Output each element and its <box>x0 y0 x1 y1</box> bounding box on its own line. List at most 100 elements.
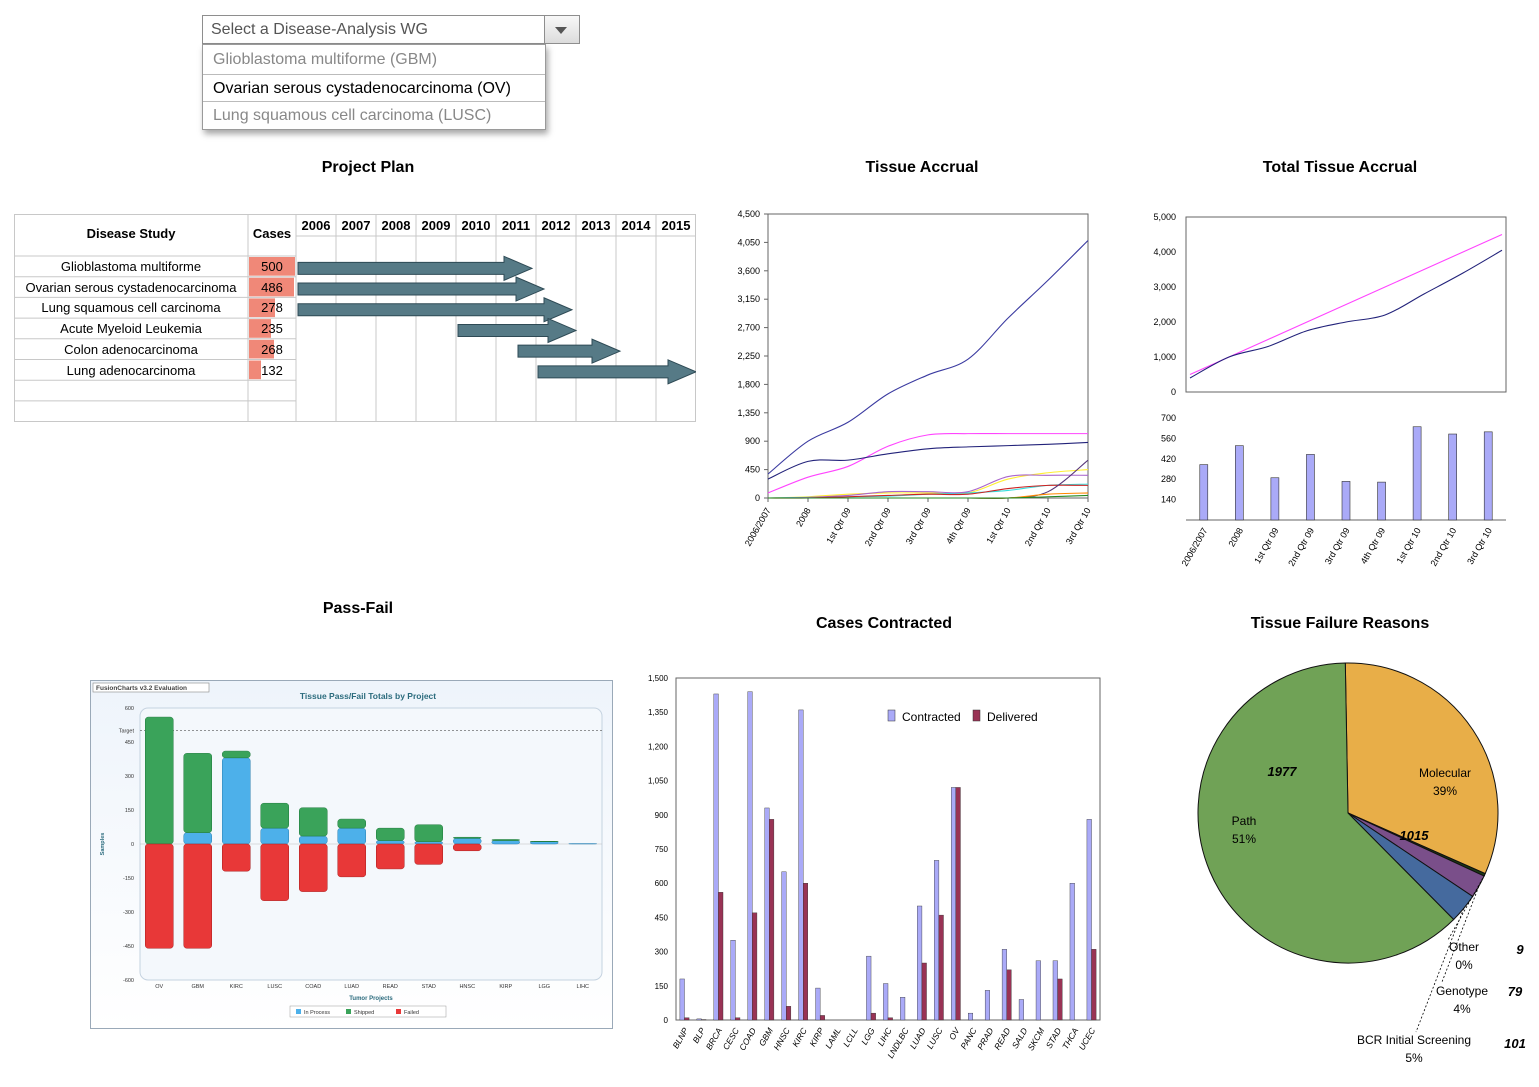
y-tick-label: -300 <box>123 910 134 916</box>
disease-study-cell: Ovarian serous cystadenocarcinoma <box>25 279 237 295</box>
select-placeholder: Select a Disease-Analysis WG <box>211 21 428 38</box>
delivered-bar <box>955 787 961 1021</box>
slice-value: 9 <box>1516 942 1524 957</box>
x-tick-label: 2nd Qtr 09 <box>863 506 893 548</box>
in-process-bar <box>491 840 520 845</box>
y-tick-label: 300 <box>655 948 669 957</box>
x-axis-label: Tumor Projects <box>349 996 393 1002</box>
shipped-bar <box>453 836 482 839</box>
delivered-bar <box>887 1017 893 1021</box>
year-header: 2006 <box>301 218 331 233</box>
project-plan-table: Disease Study Cases 2006 2007 2008 2009 2010 20… <box>14 214 696 422</box>
dropdown-toggle-button[interactable] <box>544 16 579 43</box>
contracted-bar <box>815 987 821 1021</box>
timeline-arrow <box>537 359 696 385</box>
accrual-bar <box>1235 445 1244 521</box>
timeline-arrow <box>457 317 578 344</box>
contracted-bar <box>730 940 736 1021</box>
contracted-bar <box>1035 960 1041 1021</box>
x-tick-label: 3rd Qtr 09 <box>904 506 933 546</box>
option-gbm[interactable]: Glioblastoma multiforme (GBM) <box>213 51 438 68</box>
contracted-bar <box>1018 999 1024 1021</box>
shipped-bar <box>222 750 251 759</box>
y-tick-label: 5,000 <box>1153 212 1176 222</box>
shipped-bar <box>145 716 174 845</box>
slice-label: Molecular <box>1419 766 1471 780</box>
x-tick-label: GBM <box>191 984 204 990</box>
y-tick-label: 700 <box>1161 413 1176 423</box>
contracted-bar <box>713 693 719 1021</box>
eval-badge: FusionCharts v3.2 Evaluation <box>96 685 187 692</box>
contracted-bar <box>1052 960 1058 1021</box>
x-tick-label: SKCM <box>1025 1025 1046 1052</box>
plan-grid <box>14 214 696 422</box>
delivered-bar <box>735 1017 741 1021</box>
x-tick-label: 1st Qtr 10 <box>1394 526 1422 565</box>
in-process-bar <box>453 838 482 845</box>
x-tick-label: 4th Qtr 09 <box>944 506 973 546</box>
delivered-bar <box>684 1017 690 1021</box>
y-tick-label: 450 <box>745 465 760 475</box>
delivered-bar <box>870 1012 876 1021</box>
year-header: 2014 <box>621 218 651 233</box>
in-process-bar <box>376 840 405 845</box>
year-header: 2009 <box>421 218 451 233</box>
accrual-bar <box>1448 433 1457 521</box>
timeline-arrow <box>297 255 534 282</box>
tissue-accrual-chart: 0 450 900 1,350 1,800 2,250 2,700 3,150 3,600 4,0… <box>737 209 1092 548</box>
x-tick-label: 3rd Qtr 10 <box>1465 526 1494 566</box>
x-tick-label: KIRP <box>499 984 512 990</box>
disease-wg-select[interactable]: Select a Disease-Analysis WG <box>202 15 580 44</box>
disease-study-cell: Lung adenocarcinoma <box>66 362 196 378</box>
contracted-bar <box>696 1018 702 1021</box>
y-tick-label: 3,000 <box>1153 282 1176 292</box>
x-tick-label: 2008 <box>794 506 813 528</box>
legend-label: Delivered <box>987 710 1038 724</box>
slice-label: Other <box>1449 940 1479 954</box>
x-tick-label: LIHC <box>576 984 589 990</box>
option-lusc[interactable]: Lung squamous cell carcinoma (LUSC) <box>213 107 492 124</box>
slice-pct: 39% <box>1433 784 1457 798</box>
y-tick-label: 0 <box>664 1016 669 1025</box>
y-tick-label: 4,050 <box>737 237 760 247</box>
in-process-bar <box>337 827 366 845</box>
y-tick-label: 280 <box>1161 474 1176 484</box>
accrual-bar <box>1270 477 1280 521</box>
tissue-failure-pie: Molecular 39% 1015 Path 51% 1977 Other 0% 9 Genot… <box>1197 662 1526 1065</box>
delivered-bar <box>786 1006 792 1021</box>
accrual-bar <box>1306 454 1315 521</box>
x-tick-label: UCEC <box>1077 1025 1098 1052</box>
x-tick-label: LUSC <box>267 984 282 990</box>
y-tick-label: 1,050 <box>648 777 669 786</box>
slice-label: BCR Initial Screening <box>1357 1033 1471 1047</box>
contracted-bar <box>917 905 923 1021</box>
cases-cell: 486 <box>261 279 283 295</box>
y-tick-label: 600 <box>125 706 134 712</box>
legend-swatch <box>346 1009 351 1014</box>
accrual-bar <box>1412 426 1422 521</box>
chevron-down-icon <box>555 27 567 34</box>
slice-pct: 4% <box>1453 1002 1471 1016</box>
disease-study-cell: Lung squamous cell carcinoma <box>41 300 221 316</box>
legend-label: Contracted <box>902 710 961 724</box>
contracted-bar <box>798 709 804 1021</box>
delivered-bar <box>752 912 758 1021</box>
y-tick-label: 4,500 <box>737 209 760 219</box>
slice-value: 1977 <box>1268 764 1298 779</box>
accrual-series-line <box>767 432 1088 494</box>
contracted-bar <box>866 955 872 1021</box>
legend-swatch <box>887 709 896 722</box>
accrual-bar <box>1341 481 1351 521</box>
year-header: 2007 <box>341 218 371 233</box>
y-tick-label: 750 <box>655 845 669 854</box>
in-process-bar <box>260 827 289 845</box>
option-ov[interactable]: Ovarian serous cystadenocarcinoma (OV) <box>203 74 545 102</box>
shipped-bar <box>183 753 212 833</box>
x-tick-label: COAD <box>737 1026 758 1052</box>
contracted-bar <box>900 997 906 1021</box>
in-process-bar <box>299 835 328 845</box>
dropdown-options: Glioblastoma multiforme (GBM) Ovarian se… <box>202 44 546 130</box>
y-tick-label: 4,000 <box>1153 247 1176 257</box>
x-tick-label: KIRC <box>790 1025 809 1048</box>
x-tick-label: LUAD <box>908 1026 928 1051</box>
